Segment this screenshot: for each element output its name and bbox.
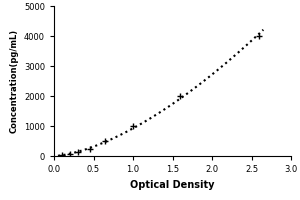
X-axis label: Optical Density: Optical Density bbox=[130, 180, 215, 190]
Y-axis label: Concentration(pg/mL): Concentration(pg/mL) bbox=[9, 29, 18, 133]
